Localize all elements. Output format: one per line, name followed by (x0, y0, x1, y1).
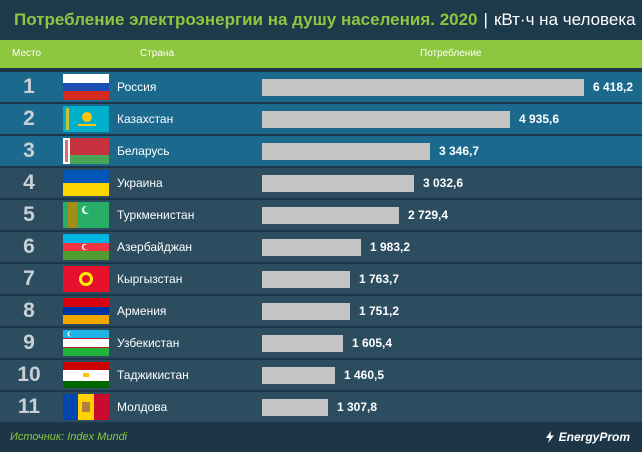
kazakhstan-flag-icon (63, 106, 109, 132)
bar (262, 271, 350, 288)
bar (262, 367, 335, 384)
brand-text: EnergyProm (558, 430, 630, 444)
flag-container (63, 74, 109, 100)
bar (262, 335, 343, 352)
ukraine-flag-icon (63, 170, 109, 196)
turkmenistan-flag-icon (63, 202, 109, 228)
table-row: 2 Казахстан 4 935,6 (0, 104, 642, 134)
rank-label: 4 (23, 171, 35, 194)
table-row: 11 Молдова 1 307,8 (0, 392, 642, 422)
country-label: Украина (117, 176, 163, 190)
moldova-flag-icon (63, 394, 109, 420)
column-header-country: Страна (140, 48, 175, 59)
flag-container (63, 266, 109, 292)
table-row: 4 Украина 3 032,6 (0, 168, 642, 198)
flag-container (63, 362, 109, 388)
table-row: 6 Азербайджан 1 983,2 (0, 232, 642, 262)
bar (262, 111, 510, 128)
rank-label: 6 (23, 235, 35, 258)
value-label: 6 418,2 (593, 80, 634, 94)
column-header-rank: Место (12, 48, 42, 59)
russia-flag-icon (63, 74, 109, 100)
value-label: 3 346,7 (439, 144, 480, 158)
country-label: Азербайджан (117, 240, 193, 254)
flag-container (63, 234, 109, 260)
value-label: 4 935,6 (519, 112, 560, 126)
azerbaijan-flag-icon (63, 234, 109, 260)
flag-container (63, 106, 109, 132)
value-label: 1 605,4 (352, 336, 393, 350)
value-label: 2 729,4 (408, 208, 449, 222)
value-label: 1 751,2 (359, 304, 400, 318)
bar (262, 303, 350, 320)
bar (262, 239, 361, 256)
country-label: Молдова (117, 400, 168, 414)
armenia-flag-icon (63, 298, 109, 324)
column-header-row: Место Страна Потребление (0, 40, 642, 68)
value-label: 1 983,2 (370, 240, 411, 254)
country-label: Кыргызстан (117, 272, 183, 286)
kyrgyzstan-flag-icon (63, 266, 109, 292)
bar (262, 79, 584, 96)
rank-label: 5 (23, 203, 35, 226)
value-label: 1 763,7 (359, 272, 400, 286)
country-label: Таджикистан (117, 368, 189, 382)
footer: Источник: Index Mundi EnergyProm (0, 428, 642, 452)
rank-label: 9 (23, 331, 35, 354)
country-label: Армения (117, 304, 167, 318)
country-label: Узбекистан (117, 336, 180, 350)
column-header-value: Потребление (420, 48, 482, 59)
rank-label: 3 (23, 139, 35, 162)
title-text: Потребление электроэнергии на душу насел… (14, 10, 478, 29)
source-text: Источник: Index Mundi (10, 431, 128, 443)
table-row: 5 Туркменистан 2 729,4 (0, 200, 642, 230)
flag-container (63, 298, 109, 324)
table-row: 8 Армения 1 751,2 (0, 296, 642, 326)
bar (262, 399, 328, 416)
value-label: 3 032,6 (423, 176, 464, 190)
country-label: Россия (117, 80, 157, 94)
belarus-flag-icon (63, 138, 109, 164)
country-label: Казахстан (117, 112, 174, 126)
brand-logo: EnergyProm (544, 430, 630, 444)
title-separator: | (483, 10, 488, 29)
bar (262, 175, 414, 192)
uzbekistan-flag-icon (63, 330, 109, 356)
table-row: 3 Беларусь 3 346,7 (0, 136, 642, 166)
bar (262, 143, 430, 160)
table-row: 1 Россия 6 418,2 (0, 72, 642, 102)
unit-text: кВт·ч на человека (493, 10, 636, 29)
table-row: 10 Таджикистан 1 460,5 (0, 360, 642, 390)
bar (262, 207, 399, 224)
tajikistan-flag-icon (63, 362, 109, 388)
rank-label: 11 (17, 395, 41, 418)
rank-label: 10 (17, 363, 41, 386)
table-row: 9 Узбекистан 1 605,4 (0, 328, 642, 358)
chart-title: Потребление электроэнергии на душу насел… (0, 0, 642, 40)
flag-container (63, 202, 109, 228)
flag-container (63, 394, 109, 420)
bolt-icon (545, 431, 554, 443)
value-label: 1 460,5 (344, 368, 385, 382)
rank-label: 8 (23, 299, 35, 322)
flag-container (63, 170, 109, 196)
country-label: Туркменистан (117, 208, 195, 222)
country-label: Беларусь (117, 144, 170, 158)
value-label: 1 307,8 (337, 400, 378, 414)
flag-container (63, 138, 109, 164)
flag-container (63, 330, 109, 356)
rank-label: 1 (23, 75, 35, 98)
rank-label: 7 (23, 267, 35, 290)
table-row: 7 Кыргызстан 1 763,7 (0, 264, 642, 294)
rank-label: 2 (23, 107, 35, 130)
